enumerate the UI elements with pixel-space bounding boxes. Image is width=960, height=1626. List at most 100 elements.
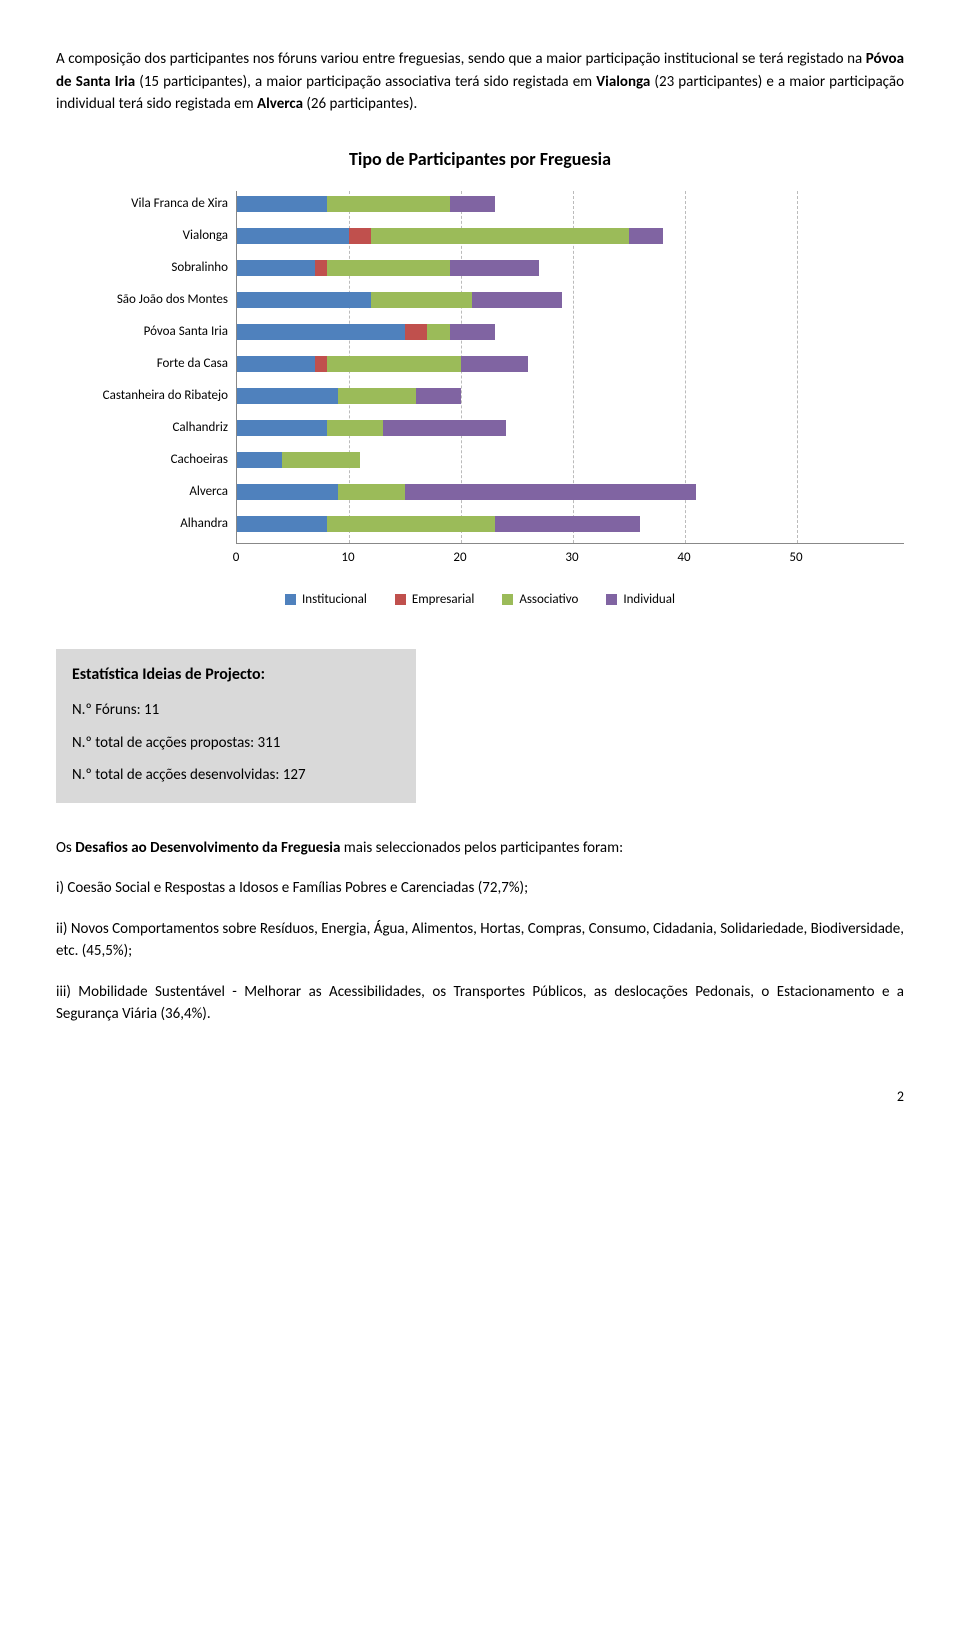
legend-institucional: Institucional [285,590,367,610]
chart-bar-segment [327,356,461,372]
chart-bar-row [237,383,904,409]
legend-swatch-associativo [502,594,513,605]
chart-bar-segment [472,292,562,308]
chart-bar-segment [315,356,326,372]
chart-bar-row [237,511,904,537]
chart-bar-segment [383,420,506,436]
chart-bar-segment [237,228,349,244]
page-number: 2 [56,1086,904,1107]
chart-bar-segment [237,452,282,468]
intro-paragraph: A composição dos participantes nos fórun… [56,48,904,116]
stat-line: N.º Fóruns: 11 [72,699,400,722]
legend-associativo: Associativo [502,590,578,610]
chart-bar-segment [237,388,338,404]
chart-bar-segment [327,420,383,436]
chart-bar-segment [349,228,371,244]
chart-bar-row [237,479,904,505]
chart-bar-segment [450,260,540,276]
challenge-item-1: i) Coesão Social e Respostas a Idosos e … [56,877,904,900]
chart-bar-row [237,191,904,217]
chart-category-label: Cachoeiras [56,447,228,473]
intro-bold-2: Vialonga [596,73,650,91]
chart-bar-segment [629,228,663,244]
chart-bar-segment [237,484,338,500]
chart-bar-segment [237,324,405,340]
chart-bar-segment [327,260,450,276]
chart-bar-segment [405,484,696,500]
chart-bar-segment [461,356,528,372]
chart-x-tick: 20 [453,548,466,568]
chart-category-label: Castanheira do Ribatejo [56,383,228,409]
legend-swatch-empresarial [395,594,406,605]
legend-individual: Individual [606,590,675,610]
chart-bar-row [237,351,904,377]
intro-text: A composição dos participantes nos fórun… [56,50,866,68]
legend-label: Individual [623,590,675,610]
chart-category-label: Forte da Casa [56,351,228,377]
chart-x-tick: 30 [565,548,578,568]
chart-bar-segment [416,388,461,404]
stat-line: N.º total de acções propostas: 311 [72,732,400,755]
chart-bar-segment [495,516,641,532]
chart-bar-segment [371,292,472,308]
chart-bar-row [237,255,904,281]
stats-box: Estatística Ideias de Projecto: N.º Fóru… [56,649,416,803]
chart-category-label: São João dos Montes [56,287,228,313]
chart-bar-row [237,319,904,345]
chart-legend: Institucional Empresarial Associativo In… [56,590,904,610]
challenge-item-3: iii) Mobilidade Sustentável - Melhorar a… [56,981,904,1026]
chart-title: Tipo de Participantes por Freguesia [56,146,904,173]
intro-text: (26 participantes). [303,95,417,113]
chart-category-label: Póvoa Santa Iria [56,319,228,345]
chart-bar-segment [338,484,405,500]
chart-category-label: Alhandra [56,511,228,537]
chart-bar-segment [237,420,327,436]
text: mais seleccionados pelos participantes f… [340,839,623,857]
challenges-intro: Os Desafios ao Desenvolvimento da Fregue… [56,837,904,860]
chart-bar-segment [315,260,326,276]
chart-category-label: Vialonga [56,223,228,249]
legend-swatch-individual [606,594,617,605]
legend-label: Empresarial [412,590,474,610]
chart-x-tick: 0 [233,548,240,568]
chart-bar-segment [327,516,495,532]
chart-bar-segment [237,196,327,212]
chart-bar-segment [450,196,495,212]
legend-swatch-institucional [285,594,296,605]
challenge-item-2: ii) Novos Comportamentos sobre Resíduos,… [56,918,904,963]
chart-bar-segment [327,196,450,212]
chart-category-label: Vila Franca de Xira [56,191,228,217]
chart-category-label: Calhandriz [56,415,228,441]
chart-bar-segment [338,388,416,404]
chart-category-label: Alverca [56,479,228,505]
chart-bar-row [237,447,904,473]
chart-bar-segment [371,228,629,244]
chart-bar-segment [405,324,427,340]
chart-y-labels: Vila Franca de Xira Vialonga Sobralinho São… [56,191,236,544]
chart-x-axis: 01020304050 [236,544,796,568]
text: Os [56,839,75,857]
chart-bar-segment [237,260,315,276]
chart-bar-segment [282,452,360,468]
legend-empresarial: Empresarial [395,590,474,610]
participants-chart: Tipo de Participantes por Freguesia Vila… [56,146,904,610]
chart-bar-segment [237,516,327,532]
chart-bar-row [237,287,904,313]
chart-category-label: Sobralinho [56,255,228,281]
chart-bar-segment [450,324,495,340]
chart-bar-segment [237,356,315,372]
chart-body: Vila Franca de Xira Vialonga Sobralinho São… [56,191,904,544]
intro-bold-3: Alverca [257,95,303,113]
legend-label: Associativo [519,590,578,610]
legend-label: Institucional [302,590,367,610]
chart-bar-row [237,223,904,249]
challenges-bold: Desafios ao Desenvolvimento da Freguesia [75,839,340,857]
chart-plot-area [236,191,904,544]
chart-x-tick: 40 [677,548,690,568]
chart-bar-segment [427,324,449,340]
stats-title: Estatística Ideias de Projecto: [72,663,400,687]
chart-x-tick: 50 [789,548,802,568]
chart-x-tick: 10 [341,548,354,568]
chart-bar-segment [237,292,371,308]
chart-bar-row [237,415,904,441]
